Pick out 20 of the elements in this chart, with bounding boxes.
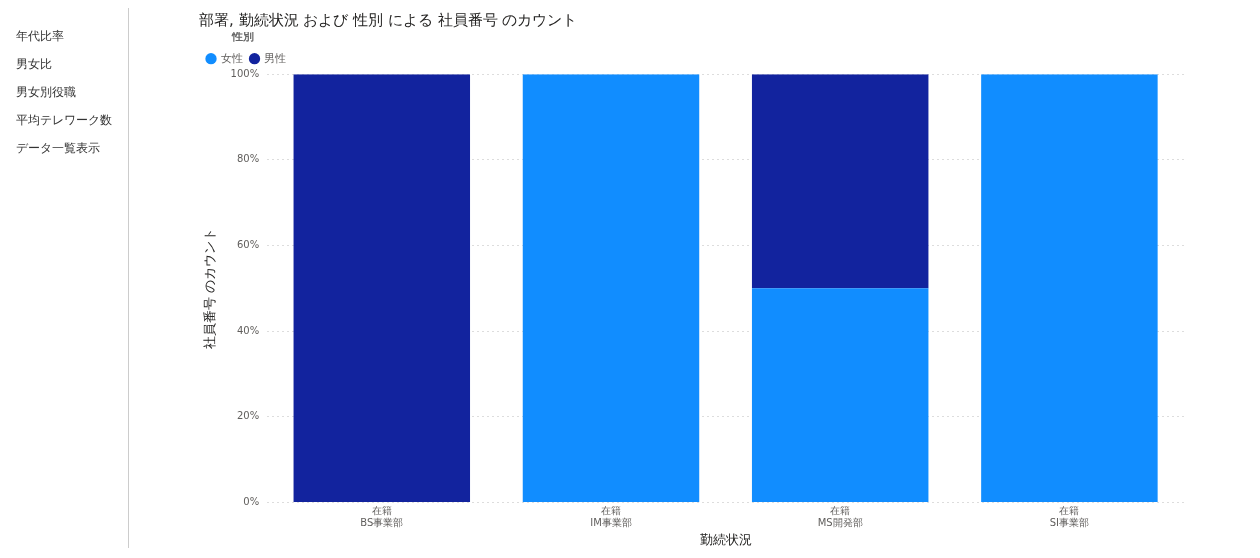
- text: データ一覧表示: [15, 140, 101, 157]
- y-tick-label: 100%: [230, 67, 260, 79]
- text: 男女比: [15, 56, 53, 73]
- y-tick-label: 80%: [236, 153, 260, 165]
- chart-title: 部署, 勤続状況 および 性別 による 社員番号 のカウント: [199, 10, 578, 29]
- text: 年代比率: [15, 28, 65, 45]
- y-tick-label: 60%: [236, 239, 260, 251]
- y-tick-label: 0%: [243, 495, 260, 507]
- text: 平均テレワーク数: [15, 112, 113, 129]
- x-tick-label: 在籍 SI事業部: [1049, 504, 1090, 528]
- x-axis-title: 勤続状況: [699, 531, 752, 547]
- x-tick-label: 在籍 MS開発部: [817, 504, 863, 528]
- legend-label: 女性: [220, 51, 243, 65]
- text: 男女別役職: [15, 84, 77, 101]
- x-tick-label: 在籍 BS事業部: [360, 504, 404, 528]
- y-tick-label: 20%: [236, 410, 260, 422]
- legend-label: 男性: [264, 51, 286, 65]
- y-tick-label: 40%: [236, 324, 260, 336]
- y-axis-title: 社員番号 のカウント: [202, 227, 218, 349]
- x-tick-label: 在籍 IM事業部: [590, 504, 632, 528]
